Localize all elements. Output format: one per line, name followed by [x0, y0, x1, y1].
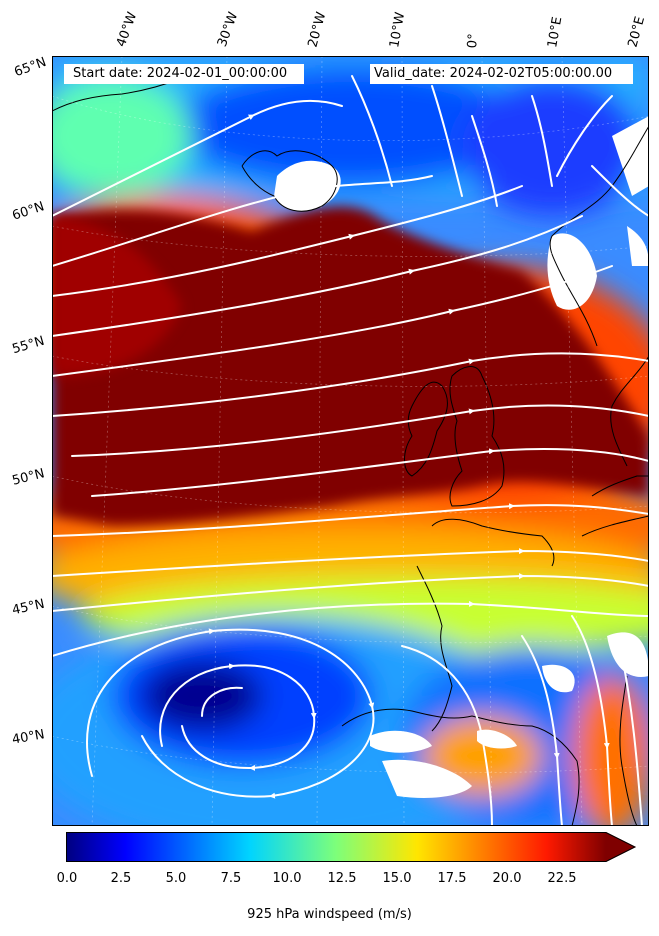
valid-date-label: Valid_date: 2024-02-02T05:00:00.00: [371, 66, 616, 81]
coastlines: [52, 77, 649, 826]
colorbar-tick-1: 2.5: [110, 871, 132, 886]
colorbar-tick-4: 10.0: [272, 871, 302, 886]
colorbar-tick-7: 17.5: [437, 871, 467, 886]
lat-label-45n: 45°N: [10, 596, 46, 619]
lon-label-0: 0°: [465, 32, 482, 49]
lon-label-10w: 10°W: [387, 11, 409, 50]
lon-label-20e: 20°E: [625, 14, 649, 50]
lon-label-30w: 30°W: [214, 10, 242, 49]
start-date-label: Start date: 2024-02-01_00:00:00: [70, 66, 291, 81]
lon-label-20w: 20°W: [305, 10, 330, 49]
lon-label-10e: 10°E: [545, 15, 566, 49]
colorbar-label: 925 hPa windspeed (m/s): [247, 907, 412, 922]
colorbar-tick-8: 20.0: [492, 871, 522, 886]
colorbar-tick-3: 7.5: [220, 871, 242, 886]
windspeed-map: [52, 56, 649, 826]
colorbar-tick-9: 22.5: [547, 871, 577, 886]
lon-label-40w: 40°W: [113, 10, 141, 49]
colorbar-extend-arrow: [606, 832, 636, 862]
lat-label-60n: 60°N: [10, 199, 47, 224]
lat-label-65n: 65°N: [12, 54, 49, 81]
colorbar-gradient: [66, 832, 606, 862]
lat-label-50n: 50°N: [10, 466, 47, 489]
colorbar: [66, 832, 636, 862]
lat-label-55n: 55°N: [10, 333, 47, 358]
colorbar-tick-0: 0.0: [56, 871, 78, 886]
colorbar-tick-2: 5.0: [165, 871, 187, 886]
lat-label-40n: 40°N: [10, 727, 46, 748]
streamlines: [52, 75, 649, 826]
wind-field: [52, 56, 649, 826]
colorbar-tick-6: 15.0: [382, 871, 412, 886]
colorbar-tick-5: 12.5: [327, 871, 357, 886]
